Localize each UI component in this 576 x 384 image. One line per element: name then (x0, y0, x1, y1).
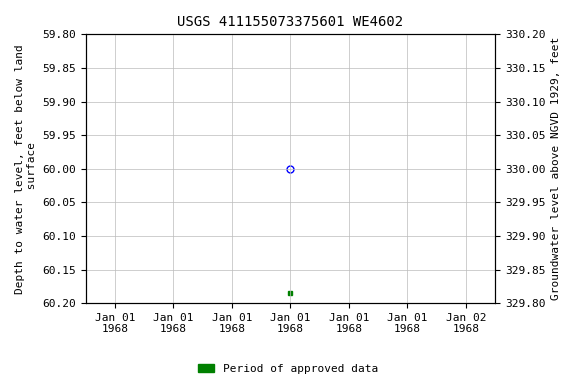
Y-axis label: Groundwater level above NGVD 1929, feet: Groundwater level above NGVD 1929, feet (551, 37, 561, 300)
Legend: Period of approved data: Period of approved data (193, 359, 383, 379)
Y-axis label: Depth to water level, feet below land
 surface: Depth to water level, feet below land su… (15, 44, 37, 294)
Title: USGS 411155073375601 WE4602: USGS 411155073375601 WE4602 (177, 15, 403, 29)
